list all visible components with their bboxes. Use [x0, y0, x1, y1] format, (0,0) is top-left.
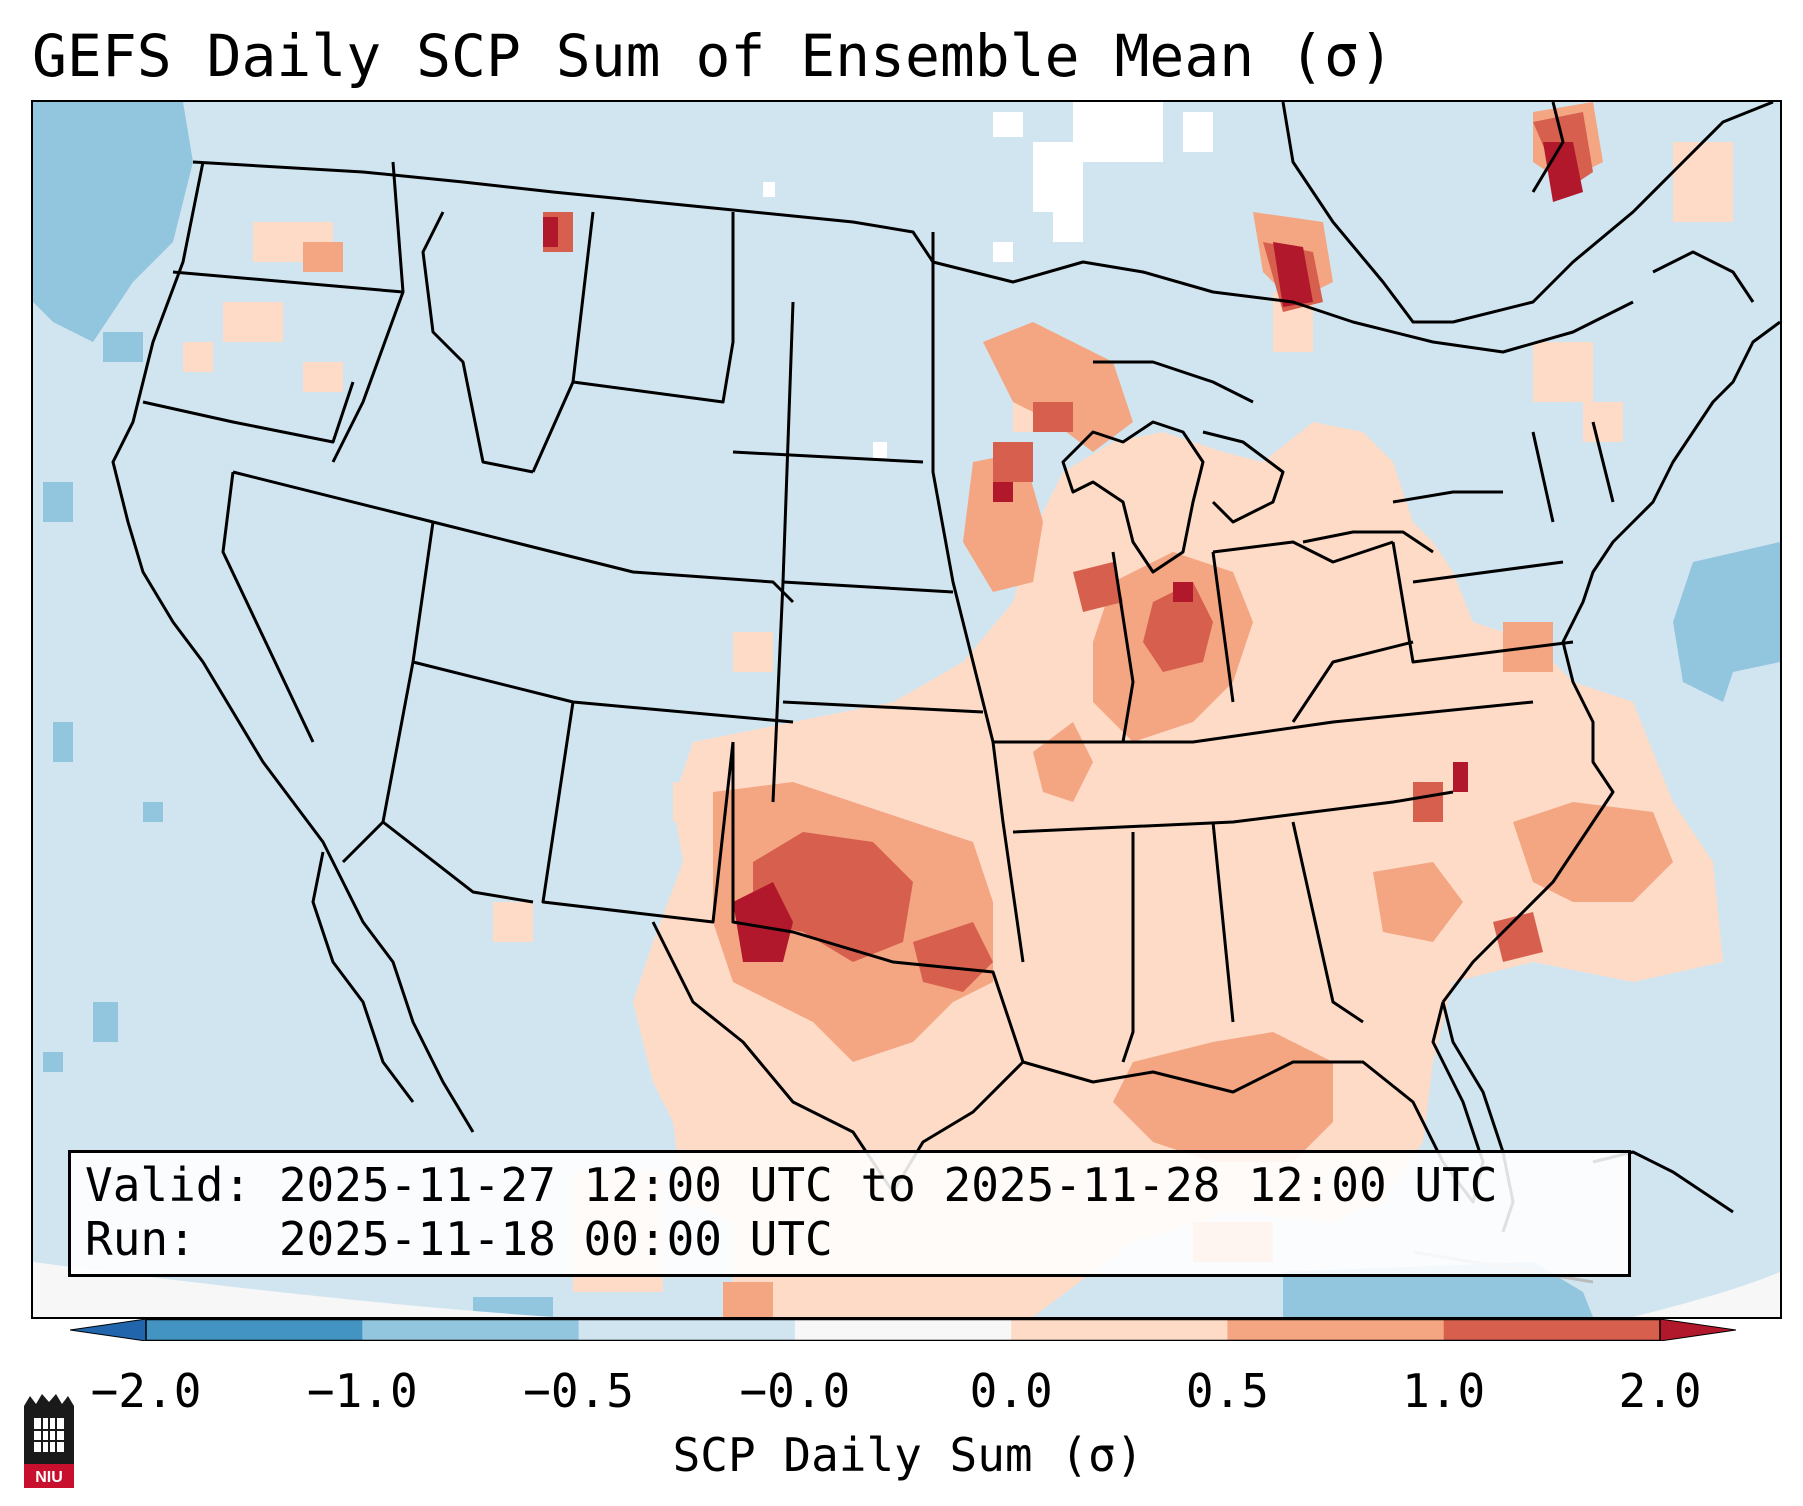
logo-text: NIU	[35, 1469, 63, 1486]
neutral-anomaly-areas	[33, 102, 1780, 1317]
colorbar-extend-high	[1659, 1319, 1736, 1341]
negative-anomaly-areas	[33, 102, 1780, 1317]
valid-time-text: Valid: 2025-11-27 12:00 UTC to 2025-11-2…	[85, 1158, 1498, 1212]
colorbar-bin	[1227, 1319, 1445, 1341]
niu-logo: NIU	[24, 1394, 74, 1488]
valid-run-info-box: Valid: 2025-11-27 12:00 UTC to 2025-11-2…	[68, 1150, 1631, 1277]
extreme-positive-areas	[543, 142, 1583, 962]
colorbar-extend-low	[70, 1319, 147, 1341]
map-panel	[31, 100, 1782, 1319]
colorbar-label: SCP Daily Sum (σ)	[672, 1428, 1144, 1482]
colorbar-tick-label: −0.0	[739, 1364, 851, 1418]
colorbar	[70, 1319, 1736, 1341]
colorbar-bin	[1443, 1319, 1661, 1341]
colorbar-tick-label: −1.0	[306, 1364, 418, 1418]
colorbar-bin	[578, 1319, 796, 1341]
chart-title: GEFS Daily SCP Sum of Ensemble Mean (σ)	[32, 22, 1394, 90]
geographic-boundaries	[111, 102, 1780, 1284]
colorbar-tick-label: 1.0	[1402, 1364, 1486, 1418]
map-canvas	[33, 102, 1780, 1317]
colorbar-bin	[794, 1319, 1012, 1341]
light-positive-areas	[183, 142, 1733, 1317]
colorbar-tick-label: −0.5	[523, 1364, 634, 1418]
run-time-text: Run: 2025-11-18 00:00 UTC	[85, 1212, 833, 1266]
colorbar-tick-label: 0.5	[1185, 1364, 1269, 1418]
colorbar-bin	[362, 1319, 580, 1341]
colorbar-tick-label: −2.0	[90, 1364, 202, 1418]
colorbar-border	[145, 1319, 1661, 1341]
colorbar-tick-label: 2.0	[1618, 1364, 1702, 1418]
colorbar-bin	[146, 1319, 363, 1341]
colorbar-bin	[1011, 1319, 1228, 1341]
colorbar-tick-label: 0.0	[969, 1364, 1053, 1418]
